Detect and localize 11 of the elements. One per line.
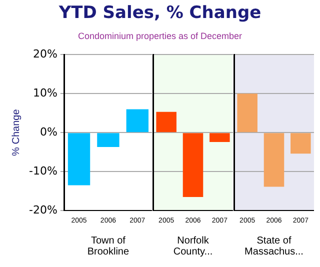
y-axis-title: % Change bbox=[10, 108, 22, 156]
x-axis-title: Norfolk County... bbox=[173, 235, 213, 258]
y-tick-label: 10% bbox=[32, 86, 58, 100]
y-tick-label: 20% bbox=[32, 47, 58, 60]
y-tick-label: -20% bbox=[28, 203, 58, 216]
chart-title: YTD Sales, % Change bbox=[58, 3, 262, 25]
x-axis-title: Town of Brookline bbox=[87, 235, 130, 258]
y-tick-label: 0% bbox=[40, 125, 58, 138]
x-axis-title: State of Massachus... bbox=[244, 235, 304, 258]
y-tick-label: -10% bbox=[28, 164, 58, 178]
chart-subtitle: Condominium properties as of December bbox=[76, 30, 244, 43]
